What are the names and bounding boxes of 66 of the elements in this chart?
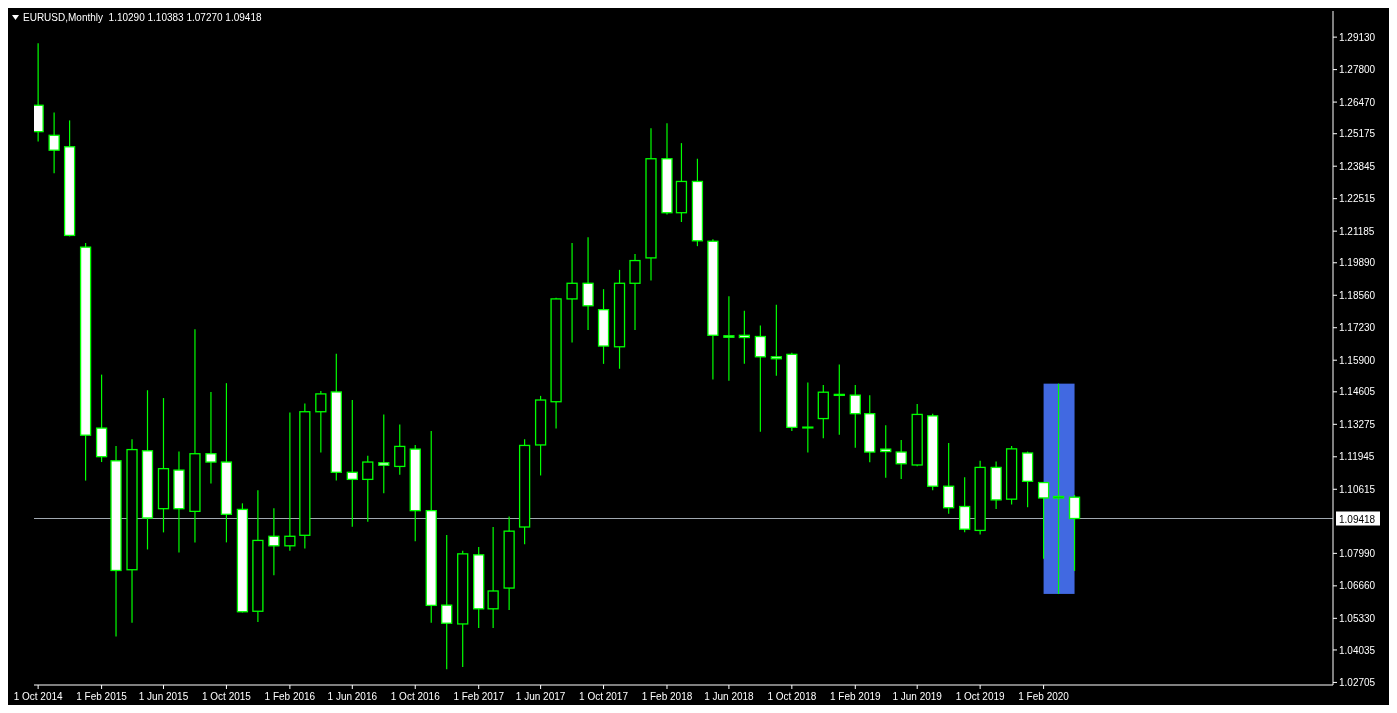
y-tick-label: 1.05330 bbox=[1339, 612, 1376, 624]
candlestick bbox=[802, 381, 814, 454]
chart-title: EURUSD,Monthly 1.10290 1.10383 1.07270 1.09418 bbox=[23, 12, 262, 23]
x-tick-label: 1 Jun 2017 bbox=[515, 691, 566, 702]
x-tick-label: 1 Oct 2016 bbox=[390, 691, 441, 702]
candlestick bbox=[378, 413, 390, 494]
candlestick bbox=[284, 411, 296, 552]
candlestick bbox=[629, 253, 641, 331]
y-tick-label: 1.26470 bbox=[1339, 96, 1376, 108]
candlestick bbox=[770, 304, 783, 377]
x-tick-label: 1 Feb 2015 bbox=[76, 691, 128, 702]
candlestick bbox=[566, 242, 578, 343]
x-tick-label: 1 Feb 2018 bbox=[641, 691, 693, 702]
ref-line-label: 1.09418 bbox=[1339, 513, 1376, 525]
y-tick-label: 1.10615 bbox=[1339, 483, 1376, 495]
candlestick bbox=[849, 384, 861, 449]
candlestick bbox=[362, 455, 374, 523]
candlestick bbox=[48, 111, 60, 174]
candlestick bbox=[959, 476, 971, 533]
x-tick-label: 1 Jun 2016 bbox=[327, 691, 378, 702]
x-tick-label: 1 Oct 2015 bbox=[201, 691, 252, 702]
x-tick-label: 1 Jun 2015 bbox=[138, 691, 189, 702]
candlestick bbox=[895, 439, 907, 480]
y-tick-label: 1.11945 bbox=[1339, 451, 1375, 463]
x-tick-label: 1 Feb 2016 bbox=[264, 691, 316, 702]
y-tick-label: 1.27800 bbox=[1339, 64, 1376, 76]
y-tick-label: 1.25175 bbox=[1339, 128, 1376, 140]
x-tick-label: 1 Oct 2014 bbox=[13, 691, 64, 702]
x-tick-label: 1 Oct 2019 bbox=[955, 691, 1006, 702]
y-tick-label: 1.15900 bbox=[1339, 354, 1376, 366]
candlestick bbox=[487, 526, 499, 629]
candlestick bbox=[346, 399, 358, 528]
y-tick-label: 1.19890 bbox=[1339, 257, 1376, 269]
y-tick-label: 1.18560 bbox=[1339, 289, 1376, 301]
x-tick-label: 1 Oct 2018 bbox=[767, 691, 817, 702]
candlestick bbox=[394, 423, 406, 476]
candlestick bbox=[1052, 383, 1065, 595]
y-tick-label: 1.13275 bbox=[1339, 418, 1376, 430]
y-tick-label: 1.02705 bbox=[1339, 676, 1376, 688]
candlestick bbox=[1037, 481, 1050, 560]
y-tick-label: 1.14605 bbox=[1339, 386, 1376, 398]
candlestick bbox=[1068, 494, 1081, 572]
candlestick bbox=[723, 295, 735, 382]
y-tick-label: 1.06660 bbox=[1339, 580, 1376, 592]
candlestick bbox=[268, 507, 280, 576]
candlestick bbox=[315, 390, 327, 454]
y-tick-label: 1.23845 bbox=[1339, 160, 1376, 172]
y-tick-label: 1.22515 bbox=[1339, 193, 1376, 205]
x-tick-label: 1 Feb 2019 bbox=[829, 691, 882, 702]
y-tick-label: 1.04035 bbox=[1339, 644, 1376, 656]
y-tick-label: 1.21185 bbox=[1339, 225, 1375, 237]
y-tick-label: 1.17230 bbox=[1339, 322, 1376, 334]
candlestick bbox=[582, 236, 594, 331]
x-tick-label: 1 Jun 2019 bbox=[892, 691, 943, 702]
x-tick-label: 1 Oct 2017 bbox=[579, 691, 629, 702]
y-tick-label: 1.07990 bbox=[1339, 547, 1376, 559]
x-tick-label: 1 Feb 2020 bbox=[1018, 691, 1070, 702]
candlestick bbox=[943, 442, 955, 515]
x-tick-label: 1 Jun 2018 bbox=[704, 691, 755, 702]
candlestick bbox=[754, 324, 767, 433]
candlestick bbox=[833, 364, 845, 436]
candlestick bbox=[205, 391, 217, 485]
y-tick-label: 1.29130 bbox=[1339, 31, 1376, 43]
candlestick bbox=[441, 534, 453, 670]
candlestick bbox=[880, 424, 892, 479]
x-tick-label: 1 Feb 2017 bbox=[453, 691, 505, 702]
